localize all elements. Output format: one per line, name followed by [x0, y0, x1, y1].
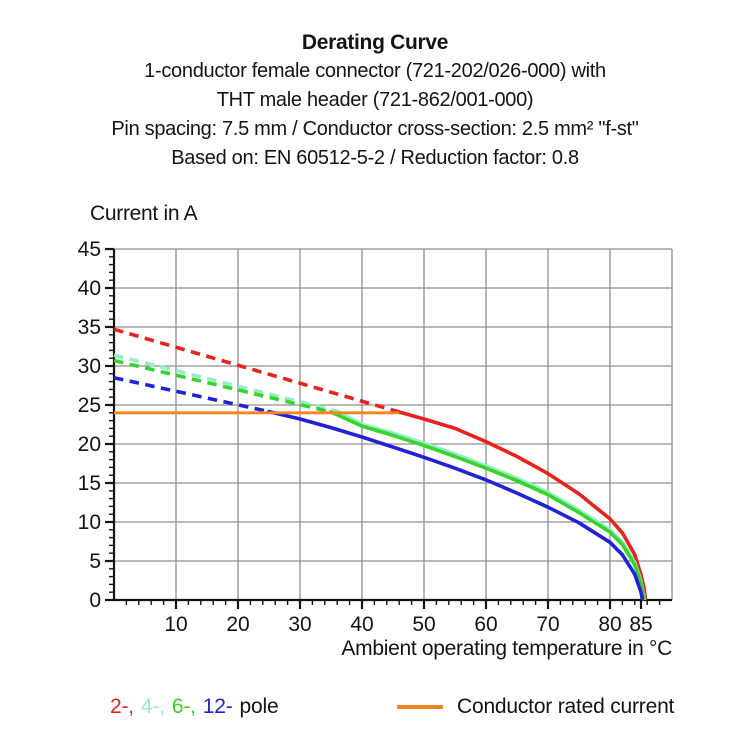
y-tick-label: 25	[78, 394, 101, 417]
series-4-pole-dashed	[113, 353, 338, 413]
subtitle-line-3: Pin spacing: 7.5 mm / Conductor cross-se…	[111, 118, 639, 140]
x-tick-label: 80	[598, 613, 621, 636]
y-tick-label: 20	[78, 433, 101, 456]
title-block: Derating Curve 1-conductor female connec…	[0, 28, 750, 173]
x-tick-label: 40	[350, 613, 373, 636]
x-tick-label: 50	[412, 613, 435, 636]
x-tick-label: 70	[536, 613, 559, 636]
series-2-pole-solid	[397, 410, 648, 601]
x-tick-label: 60	[474, 613, 497, 636]
series-12-pole-dashed	[113, 375, 270, 414]
legend-pole-suffix: pole	[239, 695, 279, 718]
series-2-pole-dashed	[113, 327, 400, 414]
legend-pole-12: 12-	[202, 695, 233, 718]
legend-pole-2: 2-,	[110, 695, 134, 718]
y-tick-label: 30	[78, 355, 101, 378]
chart-title: Derating Curve	[301, 31, 449, 54]
x-tick-label: 85	[629, 613, 652, 636]
y-tick-label: 45	[78, 238, 101, 261]
legend: 2-, 4-, 6-, 12- pole Conductor rated current	[0, 695, 750, 729]
legend-rated-group: Conductor rated current	[397, 695, 674, 719]
subtitle-line-2: THT male header (721-862/001-000)	[216, 89, 534, 111]
subtitle-line-1: 1-conductor female connector (721-202/02…	[144, 60, 606, 82]
legend-rated-label: Conductor rated current	[457, 695, 675, 718]
y-tick-label: 15	[78, 472, 101, 495]
x-tick-label: 30	[288, 613, 311, 636]
series-12-pole-solid	[267, 409, 645, 601]
y-tick-label: 10	[78, 511, 101, 534]
rated-current-line-swatch	[397, 705, 443, 709]
series-4-pole-solid	[335, 409, 646, 601]
x-tick-label: 10	[164, 613, 187, 636]
series-6-pole-dashed	[113, 358, 332, 414]
y-tick-label: 40	[78, 277, 101, 300]
x-tick-label: 20	[226, 613, 249, 636]
legend-pole-4: 4-,	[140, 695, 165, 718]
y-axis-title: Current in A	[90, 202, 198, 225]
y-tick-label: 5	[89, 550, 101, 573]
legend-pole-6: 6-,	[171, 695, 196, 718]
series-6-pole-solid	[329, 410, 646, 601]
subtitle-line-4: Based on: EN 60512-5-2 / Reduction facto…	[171, 147, 579, 169]
y-tick-label: 0	[89, 589, 101, 612]
y-tick-label: 35	[78, 316, 101, 339]
legend-pole-group: 2-, 4-, 6-, 12- pole	[110, 695, 279, 719]
x-axis-title: Ambient operating temperature in °C	[341, 637, 672, 660]
